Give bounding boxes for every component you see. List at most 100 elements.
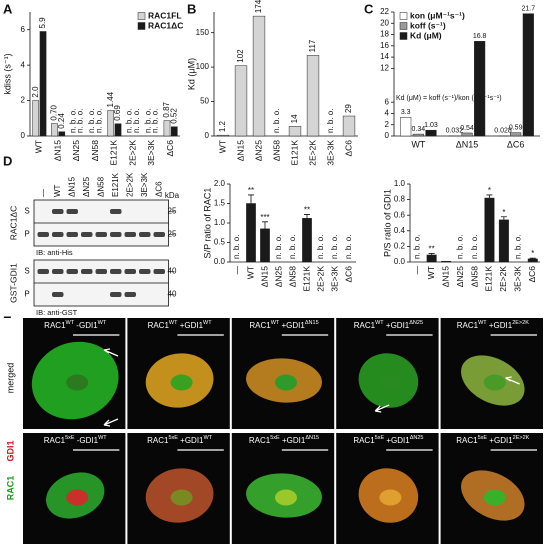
- bar: [288, 126, 302, 137]
- error-bar: [529, 257, 536, 259]
- lane-label: —: [38, 189, 47, 197]
- value-label: n. b. o.: [456, 235, 465, 259]
- cell-label-part: ΔN25: [409, 320, 423, 326]
- cell-label-part: RAC1: [456, 436, 478, 445]
- error-bar: [248, 194, 254, 204]
- bar: [51, 123, 58, 137]
- x-tick-label: 3E>3K: [146, 140, 156, 166]
- cell-label: RAC15xE +GDI1ΔN15: [249, 435, 319, 445]
- cell-label-part: RAC1: [353, 436, 375, 445]
- blot-ib: IB: anti-His: [36, 248, 73, 257]
- y-tick-label: 0: [21, 131, 26, 140]
- value-label: n. b. o.: [513, 235, 522, 259]
- cell-label-part: 5xE: [65, 435, 75, 441]
- bar: [216, 134, 230, 137]
- y-tick-label: 12: [380, 63, 389, 72]
- blot-protein: RAC1ΔC: [8, 206, 18, 241]
- x-tick-label: 2E>2K: [315, 266, 325, 292]
- arrow: [103, 418, 119, 427]
- nucleus: [379, 489, 402, 506]
- y-tick-label: 0.8: [394, 195, 406, 204]
- x-tick-label: ΔN58: [469, 266, 479, 288]
- nucleus: [170, 374, 193, 391]
- bar: [342, 115, 356, 137]
- bar: [441, 260, 452, 263]
- blot-protein: GST-GDI1: [8, 263, 18, 303]
- x-tick-label: ΔN25: [455, 266, 465, 288]
- lane-label: 2E>2K: [125, 172, 134, 197]
- y-axis-label: S/P ratio of RAC1: [202, 188, 212, 259]
- bar: [425, 129, 437, 137]
- formula: Kd (μM) = koff (s⁻¹)/kon (μM⁻¹s⁻¹): [396, 95, 502, 102]
- x-tick-label: E121K: [484, 266, 494, 292]
- bar: [234, 65, 248, 137]
- blot-band: [110, 209, 122, 214]
- significance: **: [304, 206, 310, 215]
- cell-label-part: 5xE: [375, 435, 385, 441]
- blot-band: [52, 232, 64, 237]
- cell-label-part: ΔN15: [305, 320, 319, 326]
- error-bar: [304, 214, 310, 219]
- bar: [484, 197, 495, 263]
- value-label: n. b. o.: [94, 109, 103, 133]
- value-label: 0.54: [460, 125, 474, 132]
- blot-ib: IB: anti-GST: [36, 308, 78, 317]
- value-label: 0.87: [162, 101, 171, 117]
- x-tick-label: ΔN25: [273, 266, 283, 288]
- panel-letter: C: [364, 1, 374, 16]
- cell-label: RAC1WT +GDI1ΔN15: [249, 320, 318, 330]
- legend-swatch: [137, 12, 146, 20]
- cell-label-part: WT: [169, 320, 178, 326]
- panel-letter: D: [3, 153, 12, 168]
- y-tick-label: 2.0: [214, 179, 226, 188]
- cell-label-part: ΔN15: [305, 435, 319, 441]
- x-tick-label: ΔN58: [271, 140, 281, 162]
- x-tick-label: ΔN15: [440, 266, 450, 288]
- cell-label: RAC1WT +GDI1ΔN25: [354, 320, 423, 330]
- y-tick-label: 0.2: [394, 242, 406, 251]
- lane-label: 3E>3K: [140, 172, 149, 197]
- bar: [400, 117, 412, 137]
- x-tick-label: 2E>2K: [307, 140, 317, 166]
- nucleus: [66, 489, 89, 506]
- value-label: n. b. o.: [87, 109, 96, 133]
- blot-band: [95, 269, 107, 274]
- cell-label: RAC15xE +GDI12E>2K: [456, 435, 529, 445]
- lane-label: ΔN25: [82, 176, 91, 197]
- lane-label: ΔC6: [154, 181, 163, 197]
- blot-band: [124, 269, 136, 274]
- value-label: n. b. o.: [412, 235, 421, 259]
- y-tick-label: 18: [380, 30, 389, 39]
- blot-band: [110, 292, 122, 297]
- value-label: n. b. o.: [272, 109, 281, 133]
- lane-label: ΔN15: [67, 176, 76, 197]
- legend-label: koff (s⁻¹): [410, 20, 446, 30]
- x-tick-label: —: [411, 266, 421, 275]
- y-tick-label: 4: [385, 109, 390, 118]
- cell-label-part: 2E>2K: [513, 435, 530, 441]
- bar: [461, 132, 473, 137]
- cell-label-part: WT: [203, 320, 212, 326]
- blot-band: [37, 232, 49, 237]
- nucleus: [483, 489, 506, 506]
- value-label: 0.70: [50, 104, 59, 120]
- x-tick-label: ΔN15: [456, 139, 479, 149]
- y-axis-label: Kd (μM): [186, 58, 196, 90]
- legend-label: RAC1FL: [148, 10, 182, 20]
- x-tick-label: ΔN58: [287, 266, 297, 288]
- nucleus: [66, 374, 89, 391]
- cell-label-part: -GDI1: [75, 436, 99, 445]
- y-tick-label: 50: [200, 97, 209, 106]
- blot-band: [153, 269, 165, 274]
- channel-label: merged: [5, 363, 15, 394]
- value-label: n. b. o.: [76, 109, 85, 133]
- blot-band: [153, 232, 165, 237]
- value-label: 3.3: [401, 109, 411, 116]
- value-label: 14: [290, 114, 299, 123]
- cell-label-part: WT: [271, 320, 280, 326]
- legend-label: kon (μM⁻¹s⁻¹): [410, 10, 465, 20]
- value-label: 21.7: [522, 6, 536, 13]
- bar: [527, 258, 538, 263]
- x-tick-label: ΔN25: [71, 140, 81, 162]
- value-label: n. b. o.: [68, 109, 77, 133]
